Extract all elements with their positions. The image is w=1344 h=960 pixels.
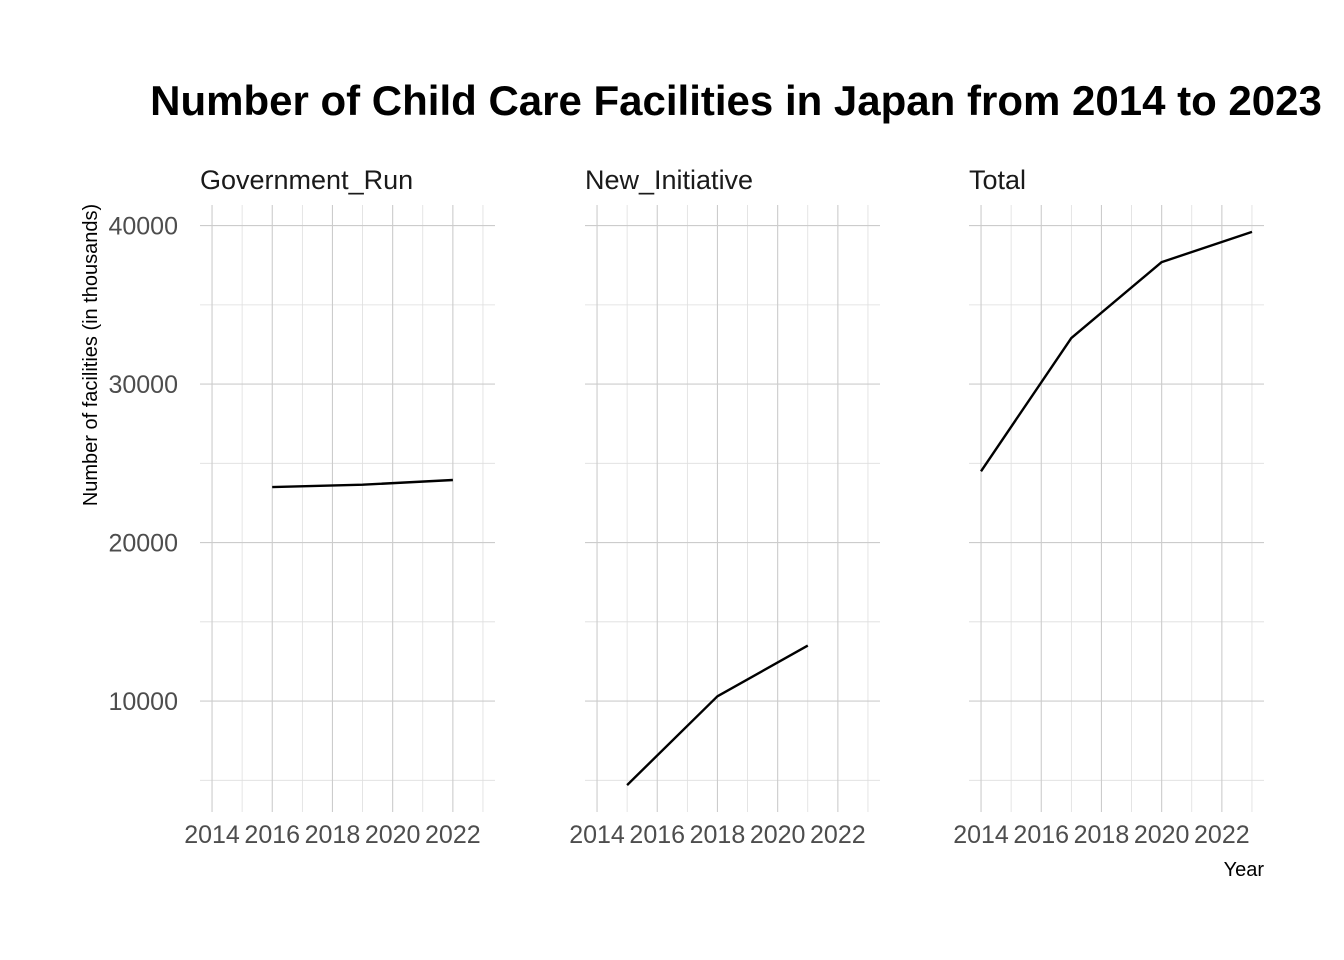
x-tick-label: 2020 bbox=[365, 821, 421, 849]
panel-government-run: Government_Run 2014 2016 2018 2020 2022 10000 2… bbox=[108, 165, 495, 849]
x-tick-label: 2014 bbox=[953, 821, 1009, 849]
panel-total: Total 2014 2016 2018 2020 2022 bbox=[953, 165, 1264, 849]
x-tick-label: 2018 bbox=[305, 821, 361, 849]
y-tick-label: 20000 bbox=[108, 530, 178, 558]
x-tick-label: 2014 bbox=[569, 821, 625, 849]
x-tick-label: 2014 bbox=[184, 821, 240, 849]
x-axis-title: Year bbox=[1224, 859, 1265, 881]
x-tick-label: 2018 bbox=[690, 821, 746, 849]
facet-label: New_Initiative bbox=[585, 165, 753, 195]
y-axis-title: Number of facilities (in thousands) bbox=[80, 204, 102, 506]
series-line-government-run bbox=[272, 478, 453, 489]
facet-label: Total bbox=[969, 165, 1026, 195]
y-tick-label: 30000 bbox=[108, 371, 178, 399]
series-line-total bbox=[980, 230, 1253, 472]
x-tick-label: 2018 bbox=[1074, 821, 1130, 849]
x-tick-label: 2016 bbox=[629, 821, 685, 849]
y-tick-label: 40000 bbox=[108, 213, 178, 241]
panel-new-initiative: New_Initiative 2014 2016 2018 2020 2022 bbox=[569, 165, 880, 849]
x-tick-label: 2022 bbox=[1194, 821, 1250, 849]
x-tick-label: 2016 bbox=[244, 821, 300, 849]
x-tick-label: 2022 bbox=[425, 821, 481, 849]
x-tick-label: 2022 bbox=[810, 821, 866, 849]
y-tick-label: 10000 bbox=[108, 688, 178, 716]
x-tick-label: 2016 bbox=[1013, 821, 1069, 849]
x-tick-label: 2020 bbox=[1134, 821, 1190, 849]
x-tick-label: 2020 bbox=[750, 821, 806, 849]
facet-label: Government_Run bbox=[200, 165, 413, 195]
series-line-new-initiative bbox=[626, 644, 809, 786]
chart-title: Number of Child Care Facilities in Japan… bbox=[150, 77, 1322, 124]
